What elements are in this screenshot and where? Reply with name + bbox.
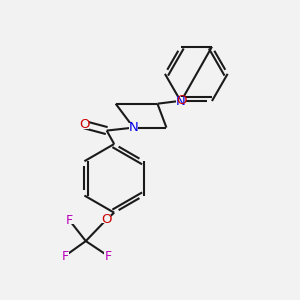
- Text: O: O: [79, 118, 90, 131]
- Bar: [61, 252, 69, 260]
- Bar: [129, 123, 138, 132]
- Bar: [80, 120, 89, 129]
- Bar: [177, 97, 186, 105]
- Text: O: O: [176, 94, 187, 107]
- Text: N: N: [176, 94, 185, 107]
- Text: N: N: [129, 121, 139, 134]
- Bar: [65, 216, 74, 224]
- Text: F: F: [66, 214, 73, 227]
- Bar: [102, 215, 112, 224]
- Text: F: F: [61, 250, 68, 262]
- Text: F: F: [105, 250, 112, 262]
- Bar: [104, 252, 112, 260]
- Text: O: O: [101, 213, 112, 226]
- Bar: [176, 97, 185, 105]
